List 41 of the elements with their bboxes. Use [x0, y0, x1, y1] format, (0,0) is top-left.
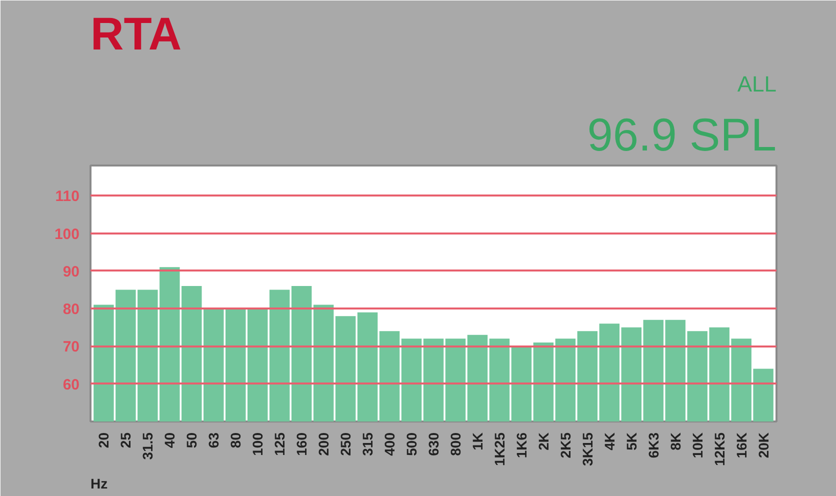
x-tick-label: 3K15 [579, 432, 596, 466]
x-tick-label: 80 [228, 432, 244, 448]
text: 96.9 SPL [587, 108, 777, 160]
x-tick-label: 12K5 [711, 432, 728, 466]
x-tick-label: 50 [184, 432, 200, 448]
x-tick-label: 2K5 [557, 432, 574, 458]
x-tick-label: 8K [667, 432, 684, 450]
y-tick-label: 100 [54, 226, 80, 243]
y-tick-label: 70 [62, 338, 80, 356]
text: ALL [737, 72, 777, 96]
x-tick-label: 250 [338, 432, 354, 456]
x-tick-label: 25 [118, 432, 134, 448]
x-tick-label: 800 [447, 432, 464, 456]
x-tick-label: 6K3 [645, 432, 662, 458]
x-tick-label: 16K [733, 432, 750, 458]
x-tick-label: 20K [755, 432, 772, 458]
x-tick-label: 2K [535, 432, 552, 450]
x-tick-label: 1K6 [513, 432, 530, 458]
x-tick-label: 4K [601, 432, 618, 450]
x-tick-label: 200 [316, 432, 332, 456]
x-tick-label: 630 [426, 432, 442, 456]
x-tick-label: 31.5 [140, 432, 156, 460]
y-tick-label: 90 [62, 263, 80, 280]
y-tick-label: 80 [62, 301, 80, 318]
x-tick-label: 40 [162, 432, 178, 448]
x-tick-label: 20 [96, 432, 112, 448]
x-tick-label: 400 [382, 432, 398, 456]
x-tick-label: 500 [404, 432, 420, 456]
y-tick-label: 110 [55, 188, 80, 206]
x-tick-label: 100 [250, 432, 266, 456]
y-tick-label: 60 [62, 376, 80, 394]
chart-title: RTA [90, 8, 182, 60]
x-tick-label: 125 [272, 432, 288, 456]
x-tick-label: 1K [469, 432, 486, 450]
x-tick-label: 10K [689, 432, 706, 458]
x-axis-title: Hz [90, 476, 108, 492]
x-tick-label: 315 [360, 432, 376, 456]
x-tick-label: 5K [623, 432, 640, 450]
x-tick-label: 63 [206, 432, 222, 448]
x-tick-label: 1K25 [491, 432, 508, 466]
x-tick-label: 160 [294, 432, 310, 456]
